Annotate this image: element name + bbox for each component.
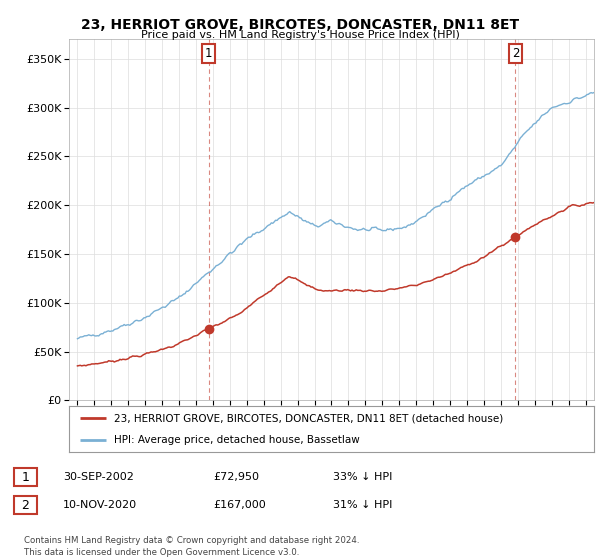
Text: 33% ↓ HPI: 33% ↓ HPI bbox=[333, 472, 392, 482]
Text: 31% ↓ HPI: 31% ↓ HPI bbox=[333, 500, 392, 510]
Text: Contains HM Land Registry data © Crown copyright and database right 2024.
This d: Contains HM Land Registry data © Crown c… bbox=[24, 536, 359, 557]
Text: 1: 1 bbox=[205, 47, 212, 60]
Text: 23, HERRIOT GROVE, BIRCOTES, DONCASTER, DN11 8ET: 23, HERRIOT GROVE, BIRCOTES, DONCASTER, … bbox=[81, 18, 519, 32]
Text: 23, HERRIOT GROVE, BIRCOTES, DONCASTER, DN11 8ET (detached house): 23, HERRIOT GROVE, BIRCOTES, DONCASTER, … bbox=[113, 413, 503, 423]
Text: HPI: Average price, detached house, Bassetlaw: HPI: Average price, detached house, Bass… bbox=[113, 435, 359, 445]
Text: 10-NOV-2020: 10-NOV-2020 bbox=[63, 500, 137, 510]
Text: £167,000: £167,000 bbox=[213, 500, 266, 510]
Text: 2: 2 bbox=[512, 47, 519, 60]
Text: 2: 2 bbox=[21, 498, 29, 512]
Text: 30-SEP-2002: 30-SEP-2002 bbox=[63, 472, 134, 482]
Text: £72,950: £72,950 bbox=[213, 472, 259, 482]
Text: Price paid vs. HM Land Registry's House Price Index (HPI): Price paid vs. HM Land Registry's House … bbox=[140, 30, 460, 40]
Text: 1: 1 bbox=[21, 470, 29, 484]
